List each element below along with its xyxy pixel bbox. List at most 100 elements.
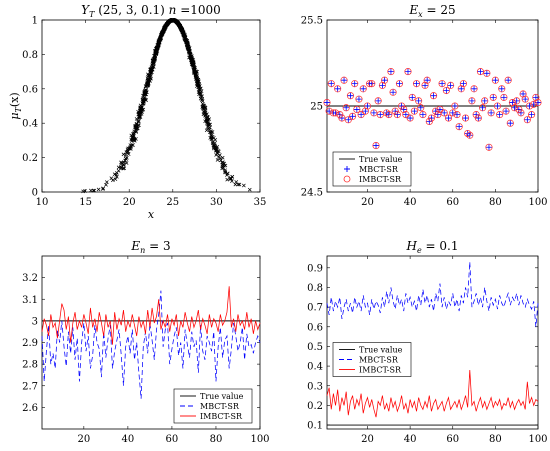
data-point xyxy=(459,80,467,88)
cloud-drop-point xyxy=(194,69,199,74)
cloud-drop-point xyxy=(189,58,194,63)
cloud-drop-point xyxy=(192,68,197,72)
y-axis-label: μT(x) xyxy=(8,92,23,119)
cloud-drop-point xyxy=(119,161,124,165)
x-tick-label: 20 xyxy=(361,434,374,445)
x-tick-label: 30 xyxy=(210,197,223,208)
data-point xyxy=(336,111,344,119)
data-point xyxy=(455,123,463,131)
data-point xyxy=(485,144,492,151)
x-tick-label: 80 xyxy=(210,434,223,445)
data-point xyxy=(349,112,357,120)
data-point xyxy=(504,76,512,84)
data-point xyxy=(498,85,505,92)
data-point xyxy=(347,92,354,99)
data-point xyxy=(326,108,333,115)
cloud-drop-point xyxy=(205,114,210,119)
data-point xyxy=(468,97,475,104)
legend-label: True value xyxy=(200,392,244,401)
y-tick-label: 0.9 xyxy=(307,263,323,274)
data-point xyxy=(468,97,476,105)
y-tick-label: 25 xyxy=(310,102,323,113)
data-point xyxy=(479,104,486,111)
data-point xyxy=(458,85,465,92)
data-point xyxy=(359,85,367,93)
cloud-drop-point xyxy=(237,182,242,187)
cloud-drop-point xyxy=(191,65,196,70)
cloud-drop-point xyxy=(208,130,213,135)
data-point xyxy=(387,68,395,76)
cloud-drop-point xyxy=(156,43,161,47)
data-point xyxy=(447,82,454,89)
data-point xyxy=(402,111,410,119)
y-tick-label: 2.8 xyxy=(22,360,38,371)
data-point xyxy=(494,103,501,109)
data-point xyxy=(351,80,358,87)
data-point xyxy=(508,99,516,107)
y-tick-label: 0.1 xyxy=(307,421,323,432)
cloud-drop-point xyxy=(200,104,205,109)
cloud-drop-point xyxy=(218,153,222,157)
data-point xyxy=(451,102,459,110)
data-point xyxy=(343,104,350,111)
cloud-drop-point xyxy=(137,112,142,117)
plot-frame xyxy=(41,19,261,193)
data-point xyxy=(323,99,331,107)
y-tick-label: 25.5 xyxy=(301,16,323,27)
data-point xyxy=(521,95,529,103)
legend-label: MBCT-SR xyxy=(200,402,240,411)
data-point xyxy=(427,114,435,122)
cloud-drop-point xyxy=(161,30,165,34)
data-point xyxy=(532,93,540,101)
data-point xyxy=(461,114,470,122)
cloud-drop-point xyxy=(176,22,181,26)
cloud-drop-point xyxy=(162,26,166,31)
cloud-drop-point xyxy=(116,165,121,170)
data-point xyxy=(489,93,497,101)
data-point xyxy=(470,85,478,93)
y-tick-label: 0.2 xyxy=(22,153,38,164)
series-imbct-sr xyxy=(41,286,261,345)
cloud-drop-point xyxy=(144,98,148,103)
data-point xyxy=(373,142,380,149)
data-point xyxy=(462,115,469,122)
plot-title-main: E xyxy=(408,3,418,17)
data-point xyxy=(439,80,446,87)
y-tick-label: 3.2 xyxy=(22,273,38,284)
cloud-drop-point xyxy=(230,179,234,183)
data-point xyxy=(436,105,444,113)
cloud-drop-point xyxy=(236,182,240,187)
data-point xyxy=(496,111,503,118)
cloud-drop-point xyxy=(183,35,188,40)
data-point xyxy=(464,129,472,138)
cloud-drop-point xyxy=(186,46,190,51)
data-point xyxy=(476,68,485,76)
x-tick-label: 80 xyxy=(489,434,502,445)
data-point xyxy=(383,109,391,117)
data-point xyxy=(327,80,335,88)
data-point xyxy=(410,107,418,115)
plot-title-main: H xyxy=(406,239,418,253)
cloud-drop-point xyxy=(195,83,200,88)
data-point xyxy=(534,99,542,107)
x-axis-label: x xyxy=(148,208,155,221)
data-point xyxy=(358,111,365,118)
cloud-drop-point xyxy=(125,149,130,154)
data-point xyxy=(370,109,377,116)
data-point xyxy=(481,97,489,105)
plot-title-main: E xyxy=(130,239,140,253)
x-tick-label: 15 xyxy=(79,197,92,208)
data-point xyxy=(525,102,534,110)
legend-label: IMBCT-SR xyxy=(359,175,402,184)
cloud-drop-point xyxy=(229,177,233,181)
cloud-drop-point xyxy=(216,155,221,159)
plot-title: En = 3 xyxy=(130,239,170,255)
data-point xyxy=(332,109,339,116)
data-point xyxy=(483,69,491,77)
cloud-drop-point xyxy=(143,88,148,92)
data-point xyxy=(395,80,404,88)
data-point xyxy=(374,97,382,105)
